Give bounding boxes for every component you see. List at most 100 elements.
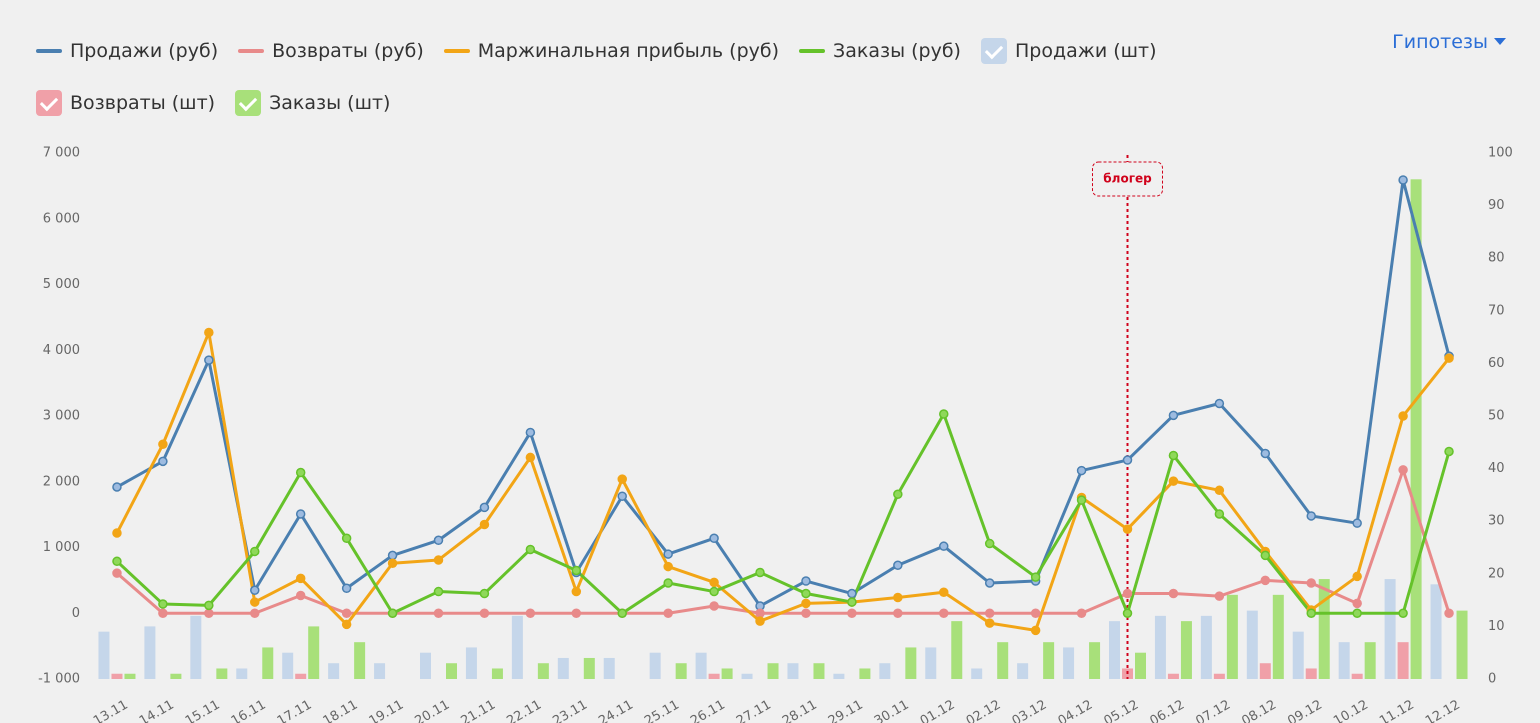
point: [1122, 455, 1133, 465]
bar: [124, 673, 136, 679]
bar: [1397, 642, 1409, 679]
bar: [1200, 615, 1212, 679]
bar: [813, 663, 825, 679]
point: [709, 533, 719, 544]
point: [112, 568, 122, 578]
legend-label: Заказы (шт): [269, 92, 391, 114]
bar: [695, 652, 707, 679]
legend-label: Возвраты (руб): [272, 40, 424, 62]
legend-item[interactable]: Маржинальная прибыль (руб): [443, 32, 779, 70]
bar: [1338, 642, 1350, 679]
x-tick-label: 18.11: [321, 698, 361, 723]
point: [250, 546, 260, 557]
point: [663, 608, 673, 618]
bar: [98, 631, 110, 679]
point: [1352, 518, 1362, 528]
x-tick-label: 01.12: [918, 698, 958, 723]
point: [847, 588, 857, 599]
bar: [1272, 594, 1284, 679]
bar: [721, 668, 733, 679]
point: [204, 327, 214, 338]
legend-item[interactable]: Заказы (шт): [235, 84, 390, 122]
x-tick-label: 11.12: [1377, 698, 1417, 723]
point: [939, 587, 949, 597]
point: [939, 409, 949, 419]
bar: [420, 652, 431, 679]
point: [525, 608, 536, 618]
legend-item[interactable]: Продажи (шт): [980, 32, 1157, 70]
bar: [859, 668, 871, 679]
y-tick-label: 4 000: [43, 343, 80, 358]
x-tick-label: 04.12: [1056, 698, 1096, 723]
bar: [741, 673, 753, 679]
point: [984, 618, 995, 628]
point: [893, 560, 903, 571]
bar: [1364, 642, 1376, 679]
bar: [1154, 615, 1166, 679]
bar: [1167, 673, 1179, 679]
legend-label: Продажи (руб): [70, 40, 219, 62]
x-tick-label: 20.11: [413, 698, 453, 723]
y2-tick-label: 20: [1488, 566, 1505, 581]
point: [158, 439, 168, 450]
point: [893, 608, 903, 618]
point: [571, 608, 582, 618]
y-tick-label: 7 000: [43, 146, 80, 161]
bar: [1351, 673, 1363, 679]
point: [1214, 485, 1225, 496]
x-tick-label: 29.11: [826, 698, 866, 723]
point: [1122, 608, 1133, 618]
point: [1306, 608, 1316, 618]
x-tick-label: 17.11: [275, 698, 315, 723]
bar: [603, 657, 615, 679]
point: [663, 578, 673, 588]
bar: [190, 615, 202, 679]
y2-tick-label: 50: [1488, 409, 1505, 424]
point: [1444, 446, 1454, 457]
point: [1398, 465, 1408, 475]
bar: [1109, 621, 1120, 679]
legend-item[interactable]: Возвраты (шт): [36, 84, 215, 122]
point: [984, 578, 995, 588]
x-tick-label: 13.11: [91, 698, 131, 723]
point: [433, 555, 444, 565]
point: [479, 588, 490, 599]
point: [1352, 598, 1362, 609]
legend-item[interactable]: Возвраты (руб): [238, 32, 424, 70]
bar: [557, 657, 569, 679]
legend-item[interactable]: Продажи (руб): [36, 32, 218, 70]
point: [663, 561, 673, 572]
bar: [1043, 642, 1055, 679]
y2-tick-label: 80: [1488, 251, 1505, 266]
bar: [446, 663, 457, 679]
bar: [925, 647, 937, 679]
y2-tick-label: 0: [1488, 672, 1496, 687]
bar: [649, 652, 661, 679]
y-tick-label: 2 000: [43, 474, 80, 489]
point: [1030, 625, 1041, 636]
x-tick-label: 30.11: [872, 698, 912, 723]
x-tick-label: 02.12: [964, 698, 1004, 723]
legend-item[interactable]: Заказы (руб): [799, 32, 961, 70]
bar: [1430, 584, 1442, 679]
y-tick-label: 5 000: [43, 277, 80, 292]
point: [984, 538, 995, 549]
bar: [308, 626, 320, 679]
legend: Продажи (руб) Возвраты (руб) Маржинальная …: [36, 32, 1236, 122]
point: [387, 558, 398, 569]
x-tick-label: 14.11: [137, 698, 177, 723]
bar: [491, 668, 503, 679]
bar: [111, 673, 123, 679]
bar: [583, 657, 595, 679]
x-tick-label: 16.11: [229, 698, 269, 723]
bar: [236, 668, 248, 679]
hypotheses-button[interactable]: Гипотезы: [1392, 31, 1506, 53]
legend-swatch: [799, 49, 826, 53]
x-tick-label: 27.11: [734, 698, 774, 723]
point: [617, 474, 627, 484]
y2-tick-label: 100: [1488, 146, 1513, 161]
point: [1076, 465, 1087, 476]
bar: [511, 615, 523, 679]
bar: [951, 621, 963, 679]
